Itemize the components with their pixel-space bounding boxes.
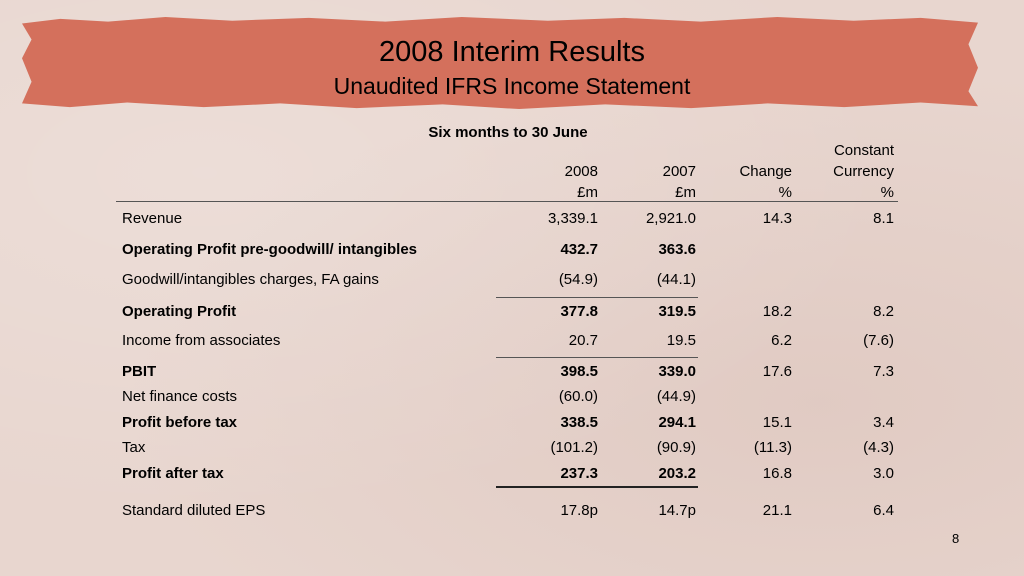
row-value-change: 18.2: [762, 303, 792, 320]
total-rule: [496, 486, 698, 488]
row-value-v2008: (101.2): [550, 439, 598, 456]
row-value-v2008: 237.3: [560, 465, 598, 482]
row-value-change: 15.1: [762, 414, 792, 431]
row-label: Revenue: [122, 210, 183, 227]
row-value-v2007: 2,921.0: [645, 210, 696, 227]
row-value-cc: (4.3): [863, 439, 894, 456]
slide-title: 2008 Interim Results: [379, 36, 645, 68]
row-label: PBIT: [122, 363, 157, 380]
page-number: 8: [952, 531, 960, 546]
header-cc-unit: %: [880, 184, 894, 201]
row-value-change: 16.8: [762, 465, 792, 482]
row-value-v2008: 17.8p: [560, 502, 598, 519]
row-value-v2008: (54.9): [558, 271, 598, 288]
row-value-v2008: 338.5: [560, 414, 598, 431]
subtotal-rule: [496, 357, 698, 358]
title-banner: [22, 16, 978, 110]
header-2008-year: 2008: [564, 163, 598, 180]
row-value-v2007: (90.9): [656, 439, 696, 456]
row-value-v2008: 20.7: [568, 332, 598, 349]
row-label: Tax: [122, 439, 146, 456]
row-value-v2008: 377.8: [560, 303, 598, 320]
row-label: Operating Profit pre-goodwill/ intangibl…: [122, 241, 418, 258]
header-2007-unit: £m: [675, 184, 696, 201]
row-value-change: 17.6: [762, 363, 792, 380]
row-value-cc: 3.4: [873, 414, 894, 431]
row-value-cc: 3.0: [873, 465, 894, 482]
row-value-change: (11.3): [753, 439, 792, 456]
header-2007-year: 2007: [662, 163, 696, 180]
row-label: Standard diluted EPS: [122, 502, 266, 519]
row-label: Profit before tax: [122, 414, 238, 431]
slide-subtitle: Unaudited IFRS Income Statement: [333, 73, 691, 99]
row-value-v2008: 398.5: [560, 363, 598, 380]
row-value-cc: (7.6): [863, 332, 894, 349]
row-value-cc: 8.2: [873, 303, 894, 320]
row-value-v2007: 319.5: [658, 303, 696, 320]
header-change-unit: %: [778, 184, 792, 201]
row-value-v2007: (44.1): [656, 271, 696, 288]
row-value-change: 14.3: [762, 210, 792, 227]
subtotal-rule: [496, 297, 698, 298]
header-2008-unit: £m: [577, 184, 598, 201]
header-rule: [116, 201, 898, 202]
period-header: Six months to 30 June: [428, 124, 588, 141]
row-value-v2008: (60.0): [558, 388, 598, 405]
row-label: Income from associates: [122, 332, 281, 349]
row-value-v2008: 3,339.1: [547, 210, 598, 227]
row-value-v2007: 203.2: [658, 465, 696, 482]
row-label: Goodwill/intangibles charges, FA gains: [122, 271, 379, 288]
row-value-v2007: 14.7p: [658, 502, 696, 519]
row-label: Net finance costs: [122, 388, 238, 405]
row-value-v2008: 432.7: [560, 241, 598, 258]
header-constant: Constant: [833, 142, 894, 159]
row-label: Profit after tax: [122, 465, 224, 482]
row-value-v2007: 294.1: [658, 414, 696, 431]
row-value-v2007: 19.5: [666, 332, 696, 349]
row-value-change: 6.2: [771, 332, 792, 349]
row-value-cc: 8.1: [873, 210, 894, 227]
row-value-cc: 7.3: [873, 363, 894, 380]
row-value-v2007: (44.9): [656, 388, 696, 405]
row-value-v2007: 363.6: [658, 241, 696, 258]
row-value-v2007: 339.0: [658, 363, 696, 380]
row-value-cc: 6.4: [873, 502, 894, 519]
row-label: Operating Profit: [122, 303, 237, 320]
header-currency: Currency: [833, 163, 894, 180]
header-change: Change: [739, 163, 792, 180]
row-value-change: 21.1: [762, 502, 792, 519]
